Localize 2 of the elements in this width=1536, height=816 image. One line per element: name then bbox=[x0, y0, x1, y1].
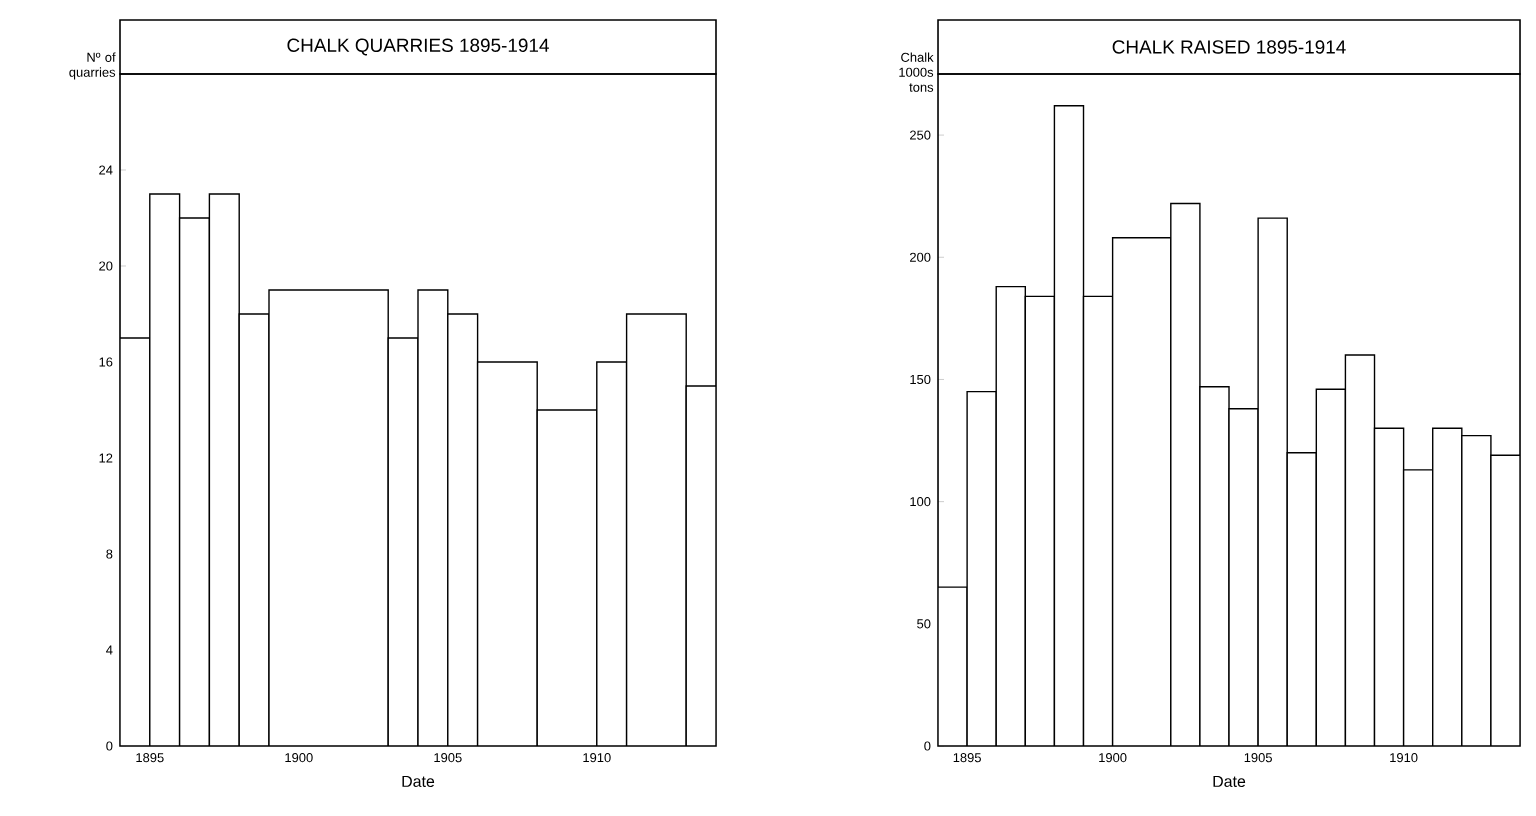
chart-title: CHALK RAISED 1895-1914 bbox=[1112, 40, 1346, 54]
chart-title: CHALK QUARRIES 1895-1914 bbox=[287, 38, 549, 56]
